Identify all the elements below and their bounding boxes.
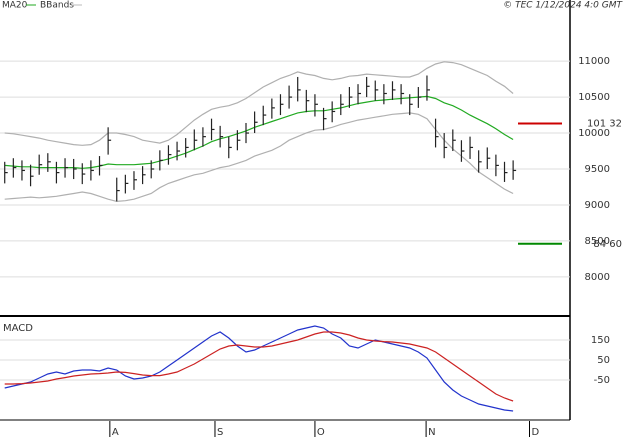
macd-line [4,331,514,402]
ma-line [4,95,514,169]
y-tick-label: 8500 [585,236,610,247]
y-tick-label: 11000 [578,56,610,67]
y-tick-label: 9000 [585,200,610,211]
y-tick-label: 10500 [578,92,610,103]
y-tick-label: 150 [591,335,610,346]
y-tick-label: 9500 [585,164,610,175]
level-label: 84 60 [593,239,622,250]
y-tick-label: 50 [597,355,610,366]
y-tick-label: 10000 [578,128,610,139]
bband-lower [4,112,514,203]
x-tick-label: A [112,427,119,438]
x-tick-label: N [428,427,435,438]
x-tick-label: O [317,427,325,438]
legend-label: MA20 [2,1,28,11]
x-tick-label: D [532,427,540,438]
panel-title: MACD [3,323,33,334]
y-tick-label: -50 [594,375,610,386]
x-tick-label: S [217,427,223,438]
copyright: © TEC 1/12/2024 4:0 GMT [503,1,623,11]
macd-line [4,325,514,412]
level-label: 101 32 [587,119,622,130]
bband-upper [4,61,514,146]
legend-label: BBands [40,1,74,11]
y-tick-label: 8000 [585,272,610,283]
